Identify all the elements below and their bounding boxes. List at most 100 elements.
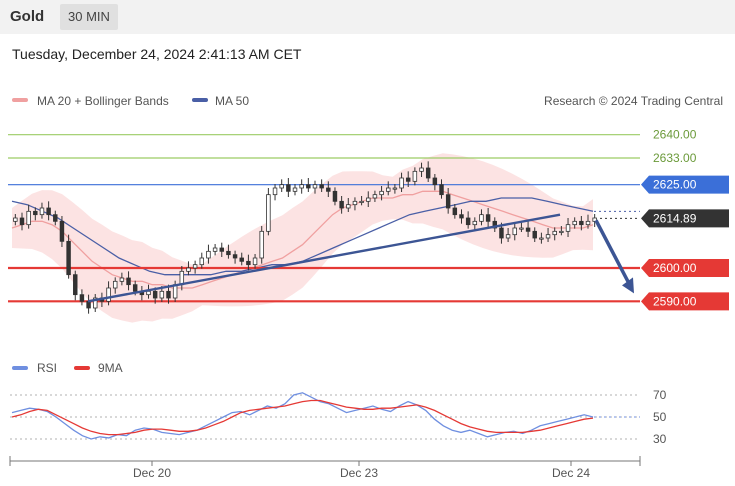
candle-body <box>13 217 18 222</box>
ma50-legend-swatch <box>192 98 208 102</box>
candle-body <box>425 167 431 179</box>
candle-body <box>26 210 31 226</box>
candle-body <box>33 210 38 216</box>
candle-body <box>19 217 25 226</box>
trend-line <box>87 213 561 303</box>
level-label-2600.00: 2600.00 <box>653 261 697 275</box>
candle-body <box>445 194 451 209</box>
candle-body <box>419 167 424 172</box>
candle-body <box>499 227 504 239</box>
level-label-2633.00: 2633.00 <box>653 151 697 165</box>
price-panel: 2640.00 2633.00 2625.00 2614.89 2600.00 2590.… <box>8 128 729 323</box>
candle-body <box>199 257 205 266</box>
rsi-ma-legend-swatch <box>74 366 90 370</box>
candle-body <box>399 177 404 189</box>
candle-body <box>239 257 244 262</box>
candle-body <box>559 230 564 233</box>
candle-body <box>326 187 331 192</box>
candle-body <box>272 187 278 196</box>
candle-body <box>319 184 324 189</box>
x-tick-label: Dec 23 <box>340 466 378 480</box>
candle-body <box>312 184 318 189</box>
candle-body <box>465 217 471 226</box>
rsi-tick-70: 70 <box>653 388 667 402</box>
ma20-legend-swatch <box>12 98 28 102</box>
candle-body <box>266 194 271 232</box>
candle-body <box>152 290 158 299</box>
candle-body <box>66 240 71 276</box>
candle-body <box>485 214 491 222</box>
candle-body <box>226 250 231 256</box>
rsi-series-0 <box>11 392 594 440</box>
candle-body <box>219 247 224 252</box>
ma50-legend-label: MA 50 <box>215 94 249 108</box>
candle-body <box>126 277 131 286</box>
candle-body <box>472 220 478 226</box>
candle-body <box>39 207 45 216</box>
candle-body <box>479 214 484 222</box>
candle-body <box>339 200 344 209</box>
candle-body <box>112 280 118 289</box>
symbol-title: Gold <box>10 8 45 25</box>
forecast-arrow-head <box>622 277 634 294</box>
candle-body <box>206 250 211 259</box>
candle-body <box>459 214 464 219</box>
candle-body <box>186 267 191 272</box>
ma20-legend-label: MA 20 + Bollinger Bands <box>37 94 169 108</box>
candle-body <box>159 290 165 299</box>
bollinger-band <box>12 153 593 323</box>
credit-text: Research © 2024 Trading Central <box>544 94 723 108</box>
candle-body <box>93 297 98 309</box>
candle-body <box>106 287 111 302</box>
candle-body <box>279 184 284 189</box>
rsi-legend: RSI 9MA <box>12 361 123 375</box>
candle-body <box>572 220 577 226</box>
x-tick-label: Dec 24 <box>552 466 590 480</box>
candle-body <box>192 264 198 269</box>
candle-body <box>512 227 517 236</box>
forecast-arrow-shaft <box>594 219 633 289</box>
candle-body <box>366 197 371 202</box>
candle-body <box>212 247 218 252</box>
candle-body <box>146 290 151 296</box>
rsi-panel: 70 50 30 <box>10 388 667 446</box>
candle-body <box>73 274 78 296</box>
candle-body <box>252 257 258 266</box>
x-tick-label: Dec 20 <box>133 466 171 480</box>
candle-body <box>379 190 384 196</box>
timeframe-button[interactable]: 30 MIN <box>60 4 118 30</box>
candle-body <box>346 204 351 209</box>
candle-body <box>405 177 411 182</box>
rsi-tick-50: 50 <box>653 410 667 424</box>
level-label-2640.00: 2640.00 <box>653 128 697 142</box>
ma20-line <box>11 190 594 289</box>
candle-body <box>306 184 311 189</box>
level-label-2590.00: 2590.00 <box>653 294 697 308</box>
rsi-legend-label: RSI <box>37 361 57 375</box>
candle-body <box>59 220 65 242</box>
level-label-2614.89: 2614.89 <box>653 211 697 225</box>
candle-body <box>372 194 378 199</box>
candle-body <box>46 207 51 216</box>
candle-body <box>412 170 418 182</box>
candle-body <box>132 284 138 292</box>
candle-body <box>166 290 171 299</box>
candle-body <box>525 227 531 232</box>
candle-body <box>432 177 438 186</box>
rsi-legend-swatch <box>12 366 28 370</box>
level-label-2625.00: 2625.00 <box>653 178 697 192</box>
rsi-series-1 <box>11 399 594 436</box>
legend: MA 20 + Bollinger Bands MA 50 Research ©… <box>12 94 723 108</box>
candle-body <box>299 184 304 189</box>
candle-body <box>579 220 584 226</box>
candle-body <box>352 200 358 206</box>
candle-body <box>53 214 58 222</box>
candle-body <box>259 230 264 259</box>
level-tag-2614.89 <box>641 209 729 228</box>
level-tag-2600.00 <box>641 259 729 277</box>
candle-body <box>505 234 511 239</box>
candle-body <box>119 277 125 282</box>
candle-body <box>532 230 537 239</box>
candle-body <box>519 227 524 230</box>
